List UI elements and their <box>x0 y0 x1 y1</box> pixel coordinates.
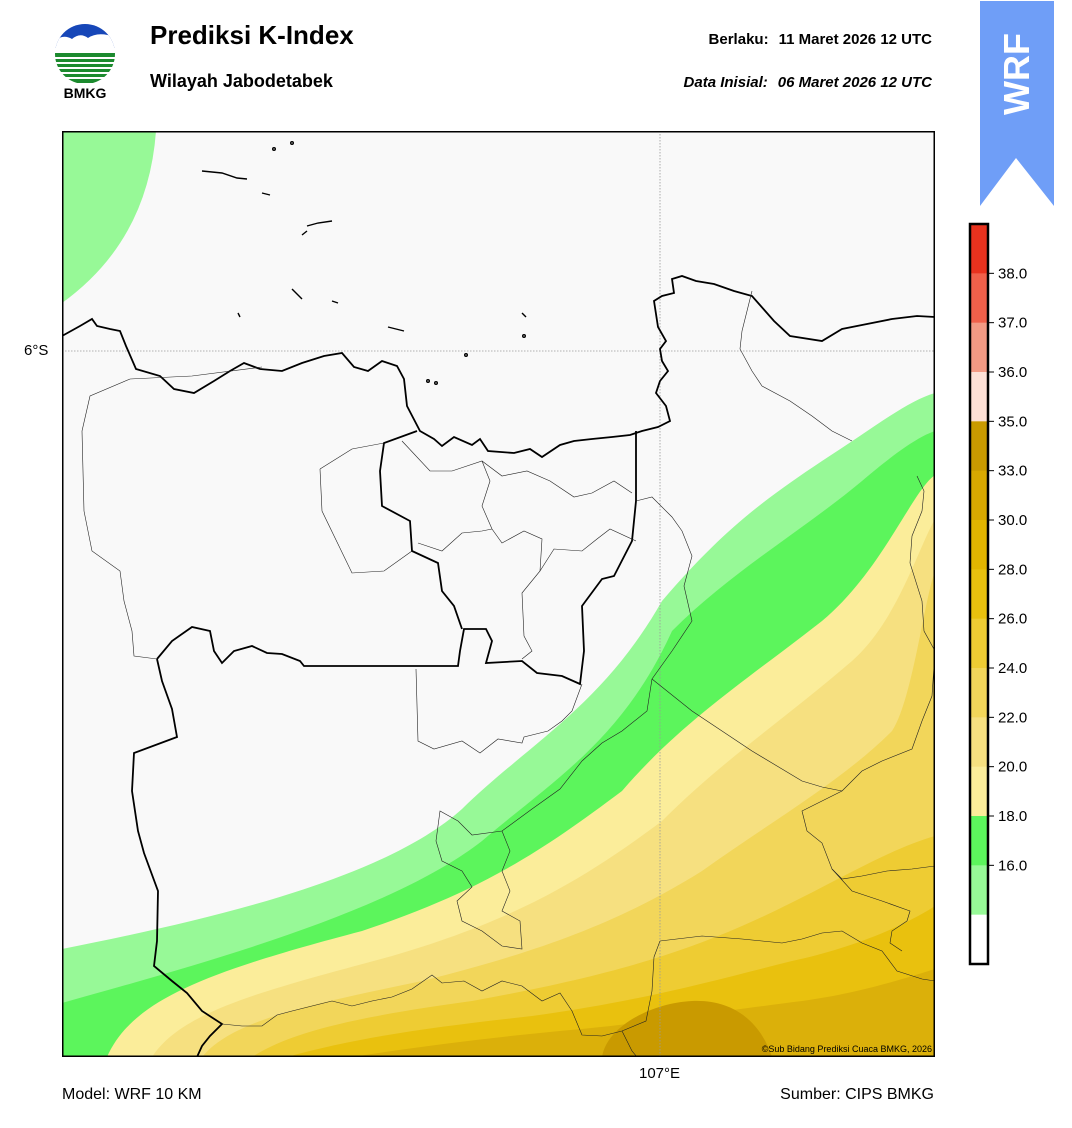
model-info: Model: WRF 10 KM <box>62 1086 202 1103</box>
init-label: Data Inisial: <box>683 74 768 91</box>
colorbar-segment <box>970 618 988 669</box>
wrf-badge-text: WRF <box>996 33 1037 115</box>
wrf-badge: WRF <box>980 1 1054 206</box>
province-boundary-west <box>156 431 637 686</box>
colorbar-label: 36.0 <box>998 364 1027 381</box>
bmkg-logo-icon <box>55 24 115 83</box>
colorbar-segment <box>970 372 988 422</box>
init-value: 06 Maret 2026 12 UTC <box>777 74 932 91</box>
province-boundary-south <box>131 658 224 1057</box>
colorbar-ticks: 38.0 37.0 36.0 35.0 33.0 30.0 28.0 26.0 24.0 22.0… <box>988 265 1027 874</box>
source-info: Sumber: CIPS BMKG <box>780 1086 934 1103</box>
colorbar-segment <box>970 569 988 620</box>
colorbar-segment <box>970 470 988 521</box>
colorbar-label: 24.0 <box>998 660 1027 677</box>
page-subtitle: Wilayah Jabodetabek <box>150 71 333 91</box>
province-boundary-jakarta <box>379 430 463 630</box>
lat-label: 6°S <box>24 342 49 359</box>
colorbar-label: 22.0 <box>998 709 1027 726</box>
colorbar-segment <box>970 520 988 570</box>
coastline <box>62 275 935 459</box>
district-boundaries <box>81 290 935 1057</box>
colorbar-label: 30.0 <box>998 512 1027 529</box>
colorbar-segment <box>970 914 988 965</box>
colorbar-label: 33.0 <box>998 463 1027 480</box>
colorbar-label: 35.0 <box>998 413 1027 430</box>
logo-text: BMKG <box>63 85 107 101</box>
map-copyright: ©Sub Bidang Prediksi Cuaca BMKG, 2026 <box>762 1044 932 1054</box>
k-index-map: ©Sub Bidang Prediksi Cuaca BMKG, 2026 <box>62 131 935 1057</box>
valid-label: Berlaku: <box>708 31 769 48</box>
colorbar-segment <box>970 421 988 472</box>
page-title: Prediksi K-Index <box>150 20 354 50</box>
colorbar-segment <box>970 224 988 274</box>
init-time: Data Inisial: 06 Maret 2026 12 UTC <box>684 74 932 91</box>
contour-nw-patch <box>62 131 156 303</box>
colorbar-label: 20.0 <box>998 759 1027 776</box>
colorbar-label: 18.0 <box>998 808 1027 825</box>
colorbar-frame <box>968 222 990 966</box>
contour-30 <box>352 969 935 1057</box>
valid-value: 11 Maret 2026 12 UTC <box>778 31 932 48</box>
colorbar-segment <box>970 668 988 718</box>
colorbar-label: 28.0 <box>998 561 1027 578</box>
islands <box>201 140 527 385</box>
colorbar-segments <box>970 224 988 965</box>
valid-time: Berlaku: 11 Maret 2026 12 UTC <box>709 31 932 48</box>
colorbar-segment <box>970 717 988 768</box>
colorbar-segment <box>970 865 988 916</box>
colorbar-label: 37.0 <box>998 315 1027 332</box>
colorbar-label: 16.0 <box>998 857 1027 874</box>
colorbar: 38.0 37.0 36.0 35.0 33.0 30.0 28.0 26.0 24.0 22.0… <box>968 222 1027 966</box>
colorbar-segment <box>970 322 988 373</box>
lon-label: 107°E <box>639 1065 681 1082</box>
colorbar-label: 38.0 <box>998 265 1027 282</box>
colorbar-segment <box>970 273 988 324</box>
colorbar-segment <box>970 816 988 866</box>
colorbar-segment <box>970 766 988 817</box>
contour-33 <box>602 1000 772 1057</box>
colorbar-label: 26.0 <box>998 611 1027 628</box>
